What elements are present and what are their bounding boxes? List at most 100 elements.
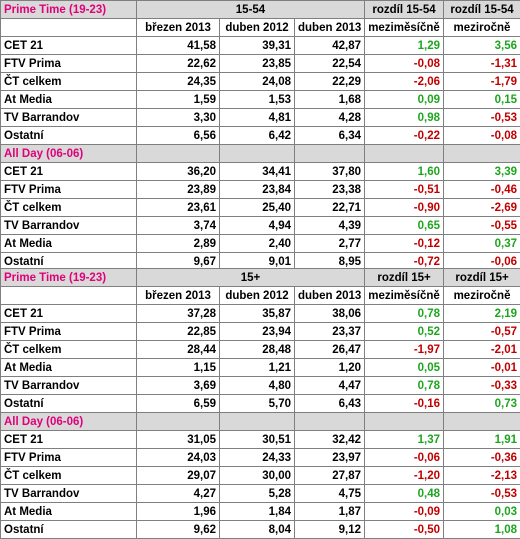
value-cell: 32,42 bbox=[295, 431, 365, 449]
empty-cell bbox=[1, 19, 137, 37]
value-cell: 23,84 bbox=[220, 181, 295, 199]
table-row: TV Barrandov 3,30 4,81 4,28 0,98 -0,53 bbox=[1, 109, 520, 127]
value-cell: 1,68 bbox=[295, 91, 365, 109]
value-cell: 35,87 bbox=[220, 305, 295, 323]
diff-cell: 0,78 bbox=[365, 305, 444, 323]
empty-cell bbox=[444, 145, 520, 163]
channel-name: FTV Prima bbox=[1, 323, 137, 341]
value-cell: 1,84 bbox=[220, 503, 295, 521]
value-cell: 3,30 bbox=[137, 109, 220, 127]
diff-cell: 3,56 bbox=[444, 37, 520, 55]
value-cell: 23,85 bbox=[220, 55, 295, 73]
value-cell: 22,62 bbox=[137, 55, 220, 73]
section-header-row: All Day (06-06) bbox=[1, 413, 520, 431]
value-cell: 37,80 bbox=[295, 163, 365, 181]
diff-cell: -0,33 bbox=[444, 377, 520, 395]
channel-name: FTV Prima bbox=[1, 181, 137, 199]
value-cell: 4,28 bbox=[295, 109, 365, 127]
section-title: All Day (06-06) bbox=[1, 145, 137, 163]
diff-cell: -0,36 bbox=[444, 449, 520, 467]
diff-cell: -0,51 bbox=[365, 181, 444, 199]
channel-name: At Media bbox=[1, 359, 137, 377]
section-title: All Day (06-06) bbox=[1, 413, 137, 431]
diff-header: rozdíl 15+ bbox=[444, 269, 520, 287]
diff-cell: 3,39 bbox=[444, 163, 520, 181]
diff-header: rozdíl 15-54 bbox=[444, 1, 520, 19]
diff-cell: 0,52 bbox=[365, 323, 444, 341]
diff-cell: -2,69 bbox=[444, 199, 520, 217]
channel-name: At Media bbox=[1, 503, 137, 521]
diff-cell: -0,22 bbox=[365, 127, 444, 145]
diff-cell: -0,16 bbox=[365, 395, 444, 413]
value-cell: 4,81 bbox=[220, 109, 295, 127]
diff-cell: -0,57 bbox=[444, 323, 520, 341]
table-row: TV Barrandov 4,27 5,28 4,75 0,48 -0,53 bbox=[1, 485, 520, 503]
value-cell: 27,87 bbox=[295, 467, 365, 485]
table-row: ČT celkem 24,35 24,08 22,29 -2,06 -1,79 bbox=[1, 73, 520, 91]
value-cell: 42,87 bbox=[295, 37, 365, 55]
value-cell: 1,21 bbox=[220, 359, 295, 377]
section-header-row: All Day (06-06) bbox=[1, 145, 520, 163]
channel-name: CET 21 bbox=[1, 431, 137, 449]
value-cell: 6,34 bbox=[295, 127, 365, 145]
column-header-row: březen 2013 duben 2012 duben 2013 mezimě… bbox=[1, 19, 520, 37]
diff-cell: 0,98 bbox=[365, 109, 444, 127]
value-cell: 22,54 bbox=[295, 55, 365, 73]
channel-name: At Media bbox=[1, 91, 137, 109]
value-cell: 23,61 bbox=[137, 199, 220, 217]
column-header: březen 2013 bbox=[137, 287, 220, 305]
empty-cell bbox=[137, 413, 220, 431]
diff-cell: -1,79 bbox=[444, 73, 520, 91]
table-row: CET 21 41,58 39,31 42,87 1,29 3,56 bbox=[1, 37, 520, 55]
diff-cell: -0,08 bbox=[365, 55, 444, 73]
diff-cell: -0,12 bbox=[365, 235, 444, 253]
table-row: TV Barrandov 3,69 4,80 4,47 0,78 -0,33 bbox=[1, 377, 520, 395]
section-title: Prime Time (19-23) bbox=[1, 1, 137, 19]
value-cell: 9,12 bbox=[295, 521, 365, 539]
table-row: At Media 1,15 1,21 1,20 0,05 -0,01 bbox=[1, 359, 520, 377]
column-header: meziročně bbox=[444, 19, 520, 37]
diff-cell: -2,01 bbox=[444, 341, 520, 359]
value-cell: 5,70 bbox=[220, 395, 295, 413]
column-header: meziročně bbox=[444, 287, 520, 305]
value-cell: 30,51 bbox=[220, 431, 295, 449]
diff-cell: 0,73 bbox=[444, 395, 520, 413]
value-cell: 8,04 bbox=[220, 521, 295, 539]
diff-header: rozdíl 15-54 bbox=[365, 1, 444, 19]
empty-cell bbox=[295, 145, 365, 163]
table-row: ČT celkem 29,07 30,00 27,87 -1,20 -2,13 bbox=[1, 467, 520, 485]
channel-name: CET 21 bbox=[1, 305, 137, 323]
channel-name: TV Barrandov bbox=[1, 109, 137, 127]
diff-cell: -0,53 bbox=[444, 109, 520, 127]
diff-cell: -2,13 bbox=[444, 467, 520, 485]
value-cell: 24,33 bbox=[220, 449, 295, 467]
empty-cell bbox=[220, 145, 295, 163]
column-header: duben 2012 bbox=[220, 287, 295, 305]
diff-cell: -0,01 bbox=[444, 359, 520, 377]
value-cell: 4,80 bbox=[220, 377, 295, 395]
channel-name: CET 21 bbox=[1, 37, 137, 55]
value-cell: 2,77 bbox=[295, 235, 365, 253]
table-row: CET 21 31,05 30,51 32,42 1,37 1,91 bbox=[1, 431, 520, 449]
diff-cell: 0,03 bbox=[444, 503, 520, 521]
table-row: ČT celkem 23,61 25,40 22,71 -0,90 -2,69 bbox=[1, 199, 520, 217]
value-cell: 3,74 bbox=[137, 217, 220, 235]
channel-name: Ostatní bbox=[1, 127, 137, 145]
diff-cell: 0,15 bbox=[444, 91, 520, 109]
column-header: duben 2013 bbox=[295, 287, 365, 305]
value-cell: 28,48 bbox=[220, 341, 295, 359]
diff-cell: -0,06 bbox=[365, 449, 444, 467]
value-cell: 5,28 bbox=[220, 485, 295, 503]
value-cell: 28,44 bbox=[137, 341, 220, 359]
value-cell: 1,53 bbox=[220, 91, 295, 109]
value-cell: 6,42 bbox=[220, 127, 295, 145]
table-row: At Media 1,59 1,53 1,68 0,09 0,15 bbox=[1, 91, 520, 109]
value-cell: 4,94 bbox=[220, 217, 295, 235]
value-cell: 24,35 bbox=[137, 73, 220, 91]
value-cell: 22,71 bbox=[295, 199, 365, 217]
diff-cell: 0,48 bbox=[365, 485, 444, 503]
diff-cell: 1,91 bbox=[444, 431, 520, 449]
value-cell: 31,05 bbox=[137, 431, 220, 449]
table-header-row: Prime Time (19-23) 15-54 rozdíl 15-54 ro… bbox=[1, 1, 520, 19]
table-row: Ostatní 9,62 8,04 9,12 -0,50 1,08 bbox=[1, 521, 520, 539]
